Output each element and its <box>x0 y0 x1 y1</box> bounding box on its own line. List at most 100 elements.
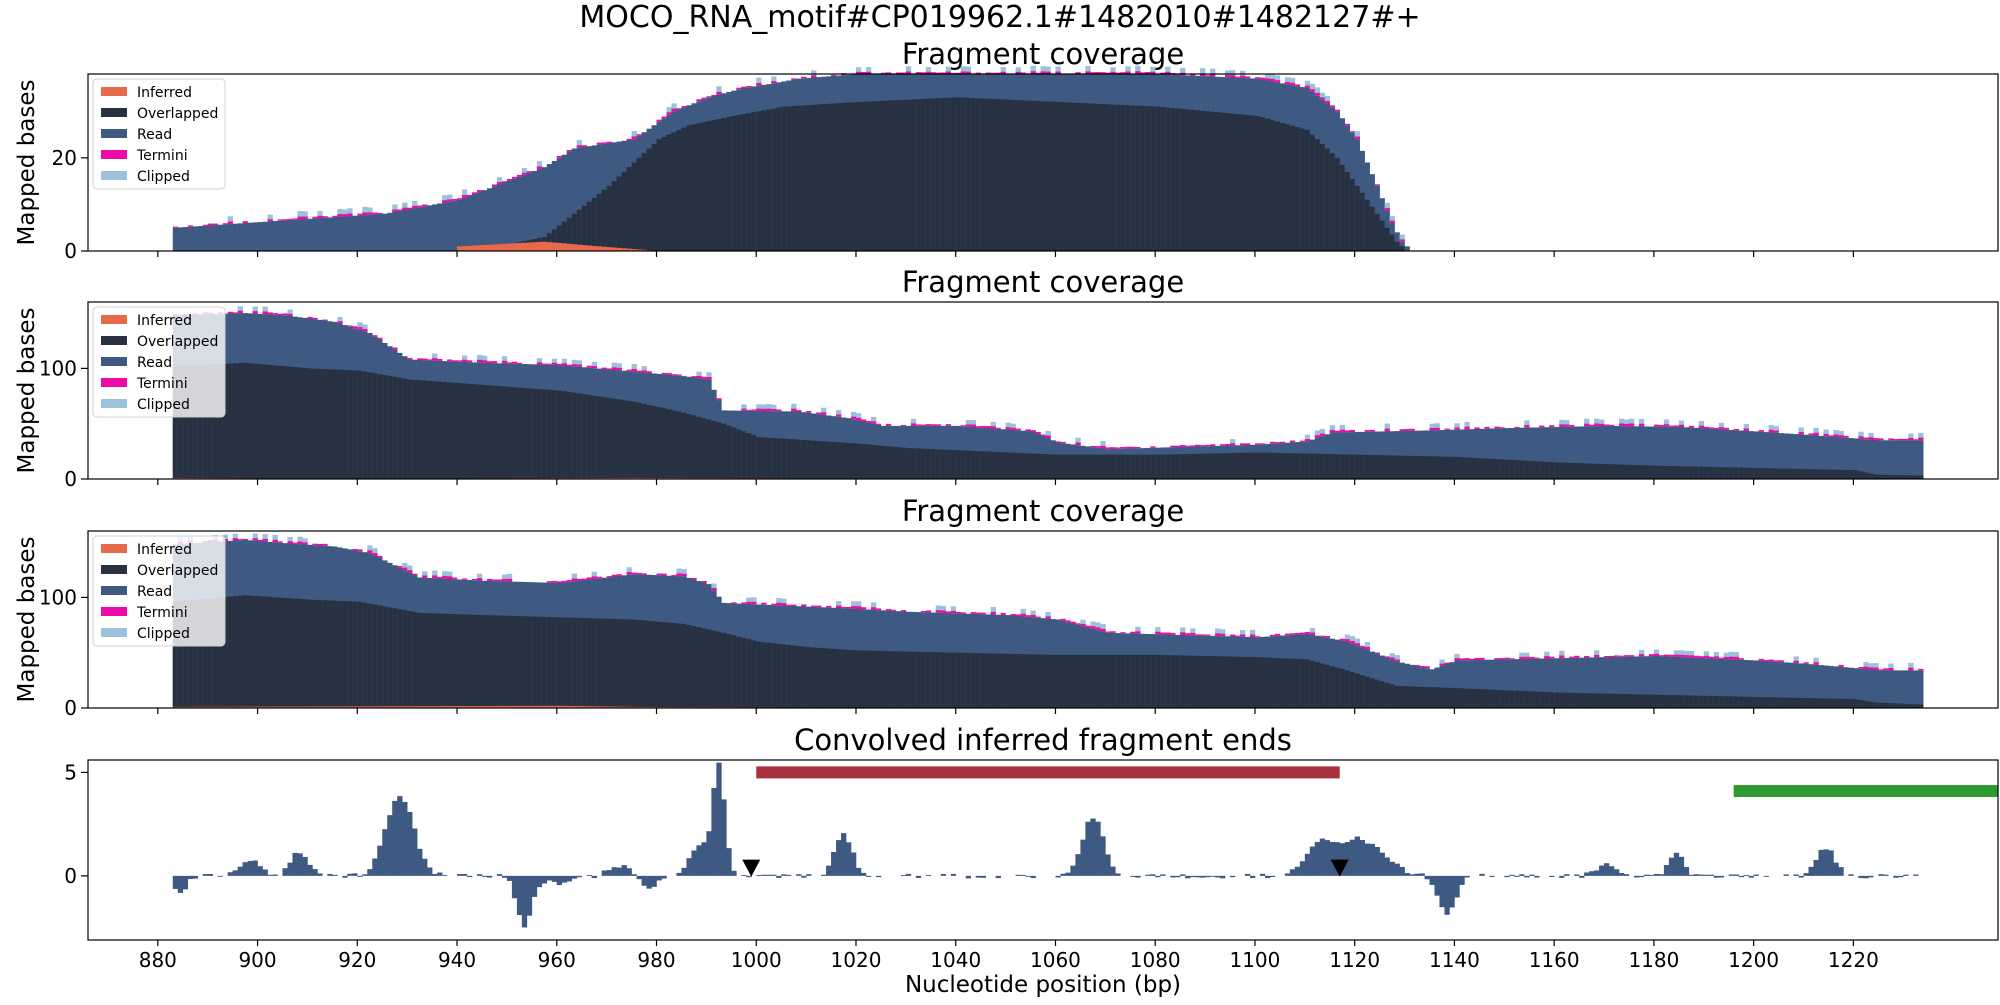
clipped-bar <box>861 420 866 422</box>
clipped-bar <box>632 573 637 575</box>
overlapped-bar <box>1619 694 1624 708</box>
read-bar <box>273 221 278 251</box>
overlapped-bar <box>632 402 637 479</box>
overlapped-bar <box>1370 678 1375 708</box>
inferred-bar <box>602 247 607 251</box>
termini-bar <box>756 83 761 86</box>
clipped-bar <box>1385 656 1390 657</box>
overlapped-bar <box>1808 469 1813 479</box>
signal-bar <box>432 874 437 876</box>
signal-bar <box>387 815 392 876</box>
overlapped-bar <box>1045 101 1050 251</box>
termini-bar <box>666 112 671 114</box>
overlapped-bar <box>1714 696 1719 708</box>
overlapped-bar <box>1479 689 1484 708</box>
overlapped-bar <box>437 382 442 479</box>
overlapped-bar <box>1644 465 1649 479</box>
overlapped-bar <box>671 410 676 479</box>
overlapped-bar <box>916 652 921 708</box>
signal-bar <box>1808 867 1813 876</box>
y-tick-label: 0 <box>64 864 77 888</box>
signal-bar <box>876 876 881 877</box>
legend-swatch <box>101 150 127 159</box>
overlapped-bar <box>941 450 946 479</box>
clipped-bar <box>1878 438 1883 440</box>
overlapped-bar <box>1868 473 1873 479</box>
read-bar <box>467 196 472 251</box>
clipped-bar <box>322 320 327 321</box>
overlapped-bar <box>686 625 691 708</box>
clipped-bar <box>1494 658 1499 659</box>
clipped-bar <box>1444 663 1449 664</box>
termini-bar <box>362 212 367 215</box>
overlapped-bar <box>1220 113 1225 251</box>
read-bar <box>178 227 183 251</box>
termini-bar <box>402 208 407 210</box>
clipped-bar <box>666 373 671 375</box>
termini-bar <box>1599 424 1604 426</box>
clipped-bar <box>512 362 517 364</box>
overlapped-bar <box>377 374 382 479</box>
inferred-bar <box>517 243 522 251</box>
overlapped-bar <box>1589 693 1594 708</box>
x-tick-label: 1040 <box>930 948 981 972</box>
overlapped-bar <box>1120 105 1125 251</box>
clipped-bar <box>502 181 507 182</box>
overlapped-bar <box>268 365 273 479</box>
overlapped-bar <box>1883 475 1888 479</box>
read-bar <box>297 219 302 251</box>
overlapped-bar <box>901 448 906 479</box>
clipped-bar <box>1345 124 1350 125</box>
signal-bar <box>647 876 652 889</box>
signal-bar <box>1893 876 1898 878</box>
overlapped-bar <box>891 100 896 251</box>
clipped-bar <box>243 221 248 223</box>
overlapped-bar <box>1165 454 1170 479</box>
clipped-bar <box>1016 429 1021 431</box>
clipped-bar <box>1529 657 1534 659</box>
overlapped-bar <box>1050 102 1055 251</box>
overlapped-bar <box>1095 104 1100 251</box>
clipped-bar <box>1041 435 1046 436</box>
clipped-bar <box>282 313 287 315</box>
termini-bar <box>1390 221 1395 223</box>
x-tick-label: 1220 <box>1828 948 1879 972</box>
overlapped-bar <box>1838 470 1843 479</box>
read-bar <box>362 215 367 251</box>
clipped-bar <box>926 610 931 612</box>
overlapped-bar <box>1001 654 1006 708</box>
termini-bar <box>1439 664 1444 666</box>
overlapped-bar <box>946 652 951 708</box>
overlapped-bar <box>1554 462 1559 479</box>
clipped-bar <box>1479 658 1484 660</box>
clipped-bar <box>1664 655 1669 657</box>
read-bar <box>312 218 317 251</box>
overlapped-bar <box>617 399 622 479</box>
overlapped-bar <box>1878 475 1883 479</box>
clipped-bar <box>437 577 442 578</box>
overlapped-bar <box>921 652 926 708</box>
overlapped-bar <box>1220 453 1225 479</box>
overlapped-bar <box>452 614 457 708</box>
signal-bar <box>1804 873 1809 876</box>
overlapped-bar <box>1714 467 1719 479</box>
termini-bar <box>741 409 746 411</box>
signal-bar <box>372 858 377 875</box>
overlapped-bar <box>1325 665 1330 708</box>
legend-label: Inferred <box>137 313 192 329</box>
overlapped-bar <box>1145 455 1150 479</box>
termini-bar <box>1679 425 1684 427</box>
read-bar <box>462 198 467 251</box>
signal-bar <box>173 876 178 889</box>
clipped-bar <box>1469 659 1474 660</box>
overlapped-bar <box>981 451 986 479</box>
termini-bar <box>1918 438 1923 441</box>
overlapped-bar <box>322 600 327 708</box>
termini-bar <box>627 572 632 575</box>
read-bar <box>1873 440 1878 479</box>
read-bar <box>482 190 487 251</box>
overlapped-bar <box>1215 656 1220 708</box>
overlapped-bar <box>552 617 557 708</box>
plot-area <box>173 66 1410 251</box>
